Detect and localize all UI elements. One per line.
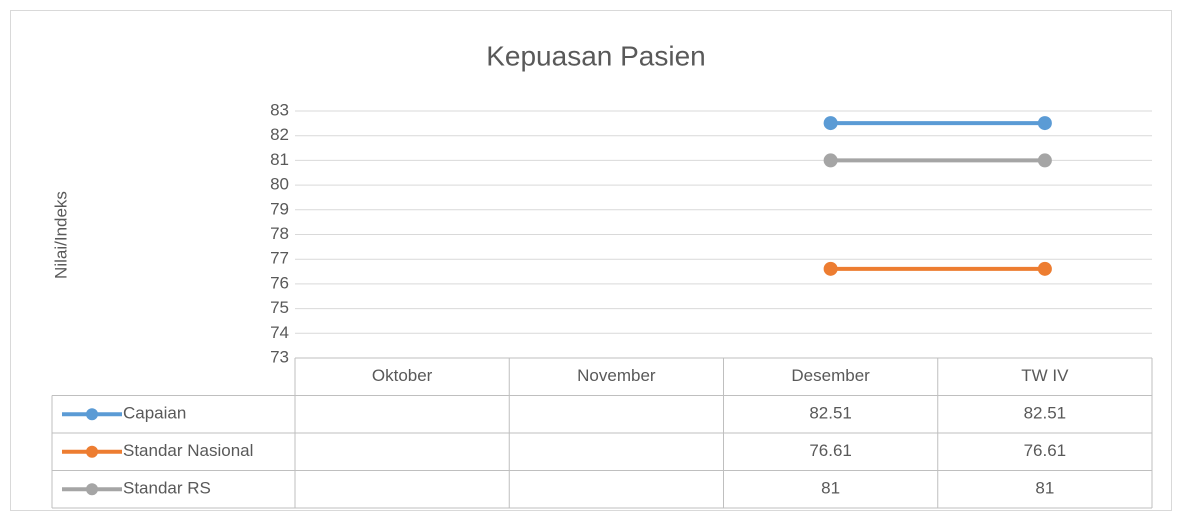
table-value: 76.61 [809, 441, 852, 460]
marker [1037, 261, 1052, 276]
table-value: 82.51 [809, 404, 852, 423]
chart-border [10, 10, 1172, 511]
y-tick-label: 74 [270, 323, 289, 342]
x-tick-label: November [577, 366, 656, 385]
y-tick-label: 81 [270, 150, 289, 169]
legend-marker [86, 408, 98, 421]
legend-label: Capaian [123, 404, 186, 423]
marker [823, 153, 838, 168]
y-tick-label: 79 [270, 199, 289, 218]
legend-marker [86, 483, 98, 496]
table-value: 81 [821, 479, 840, 498]
y-tick-label: 76 [270, 273, 289, 292]
table-value: 81 [1035, 479, 1054, 498]
y-tick-label: 77 [270, 249, 289, 268]
x-tick-label: Oktober [372, 366, 433, 385]
legend-label: Standar Nasional [123, 441, 253, 460]
marker [823, 261, 838, 276]
x-tick-label: TW IV [1021, 366, 1069, 385]
table-value: 82.51 [1024, 404, 1067, 423]
chart-title: Kepuasan Pasien [486, 40, 706, 71]
table-value: 76.61 [1024, 441, 1067, 460]
marker [823, 116, 838, 131]
y-tick-label: 83 [270, 100, 289, 119]
y-tick-label: 78 [270, 224, 289, 243]
y-tick-label: 75 [270, 298, 289, 317]
x-tick-label: Desember [791, 366, 870, 385]
marker [1037, 153, 1052, 168]
y-tick-label: 82 [270, 125, 289, 144]
y-axis-label: Nilai/Indeks [51, 191, 70, 279]
legend-marker [86, 445, 98, 458]
legend-label: Standar RS [123, 479, 211, 498]
marker [1037, 116, 1052, 131]
y-tick-label: 73 [270, 347, 289, 366]
y-tick-label: 80 [270, 175, 289, 194]
